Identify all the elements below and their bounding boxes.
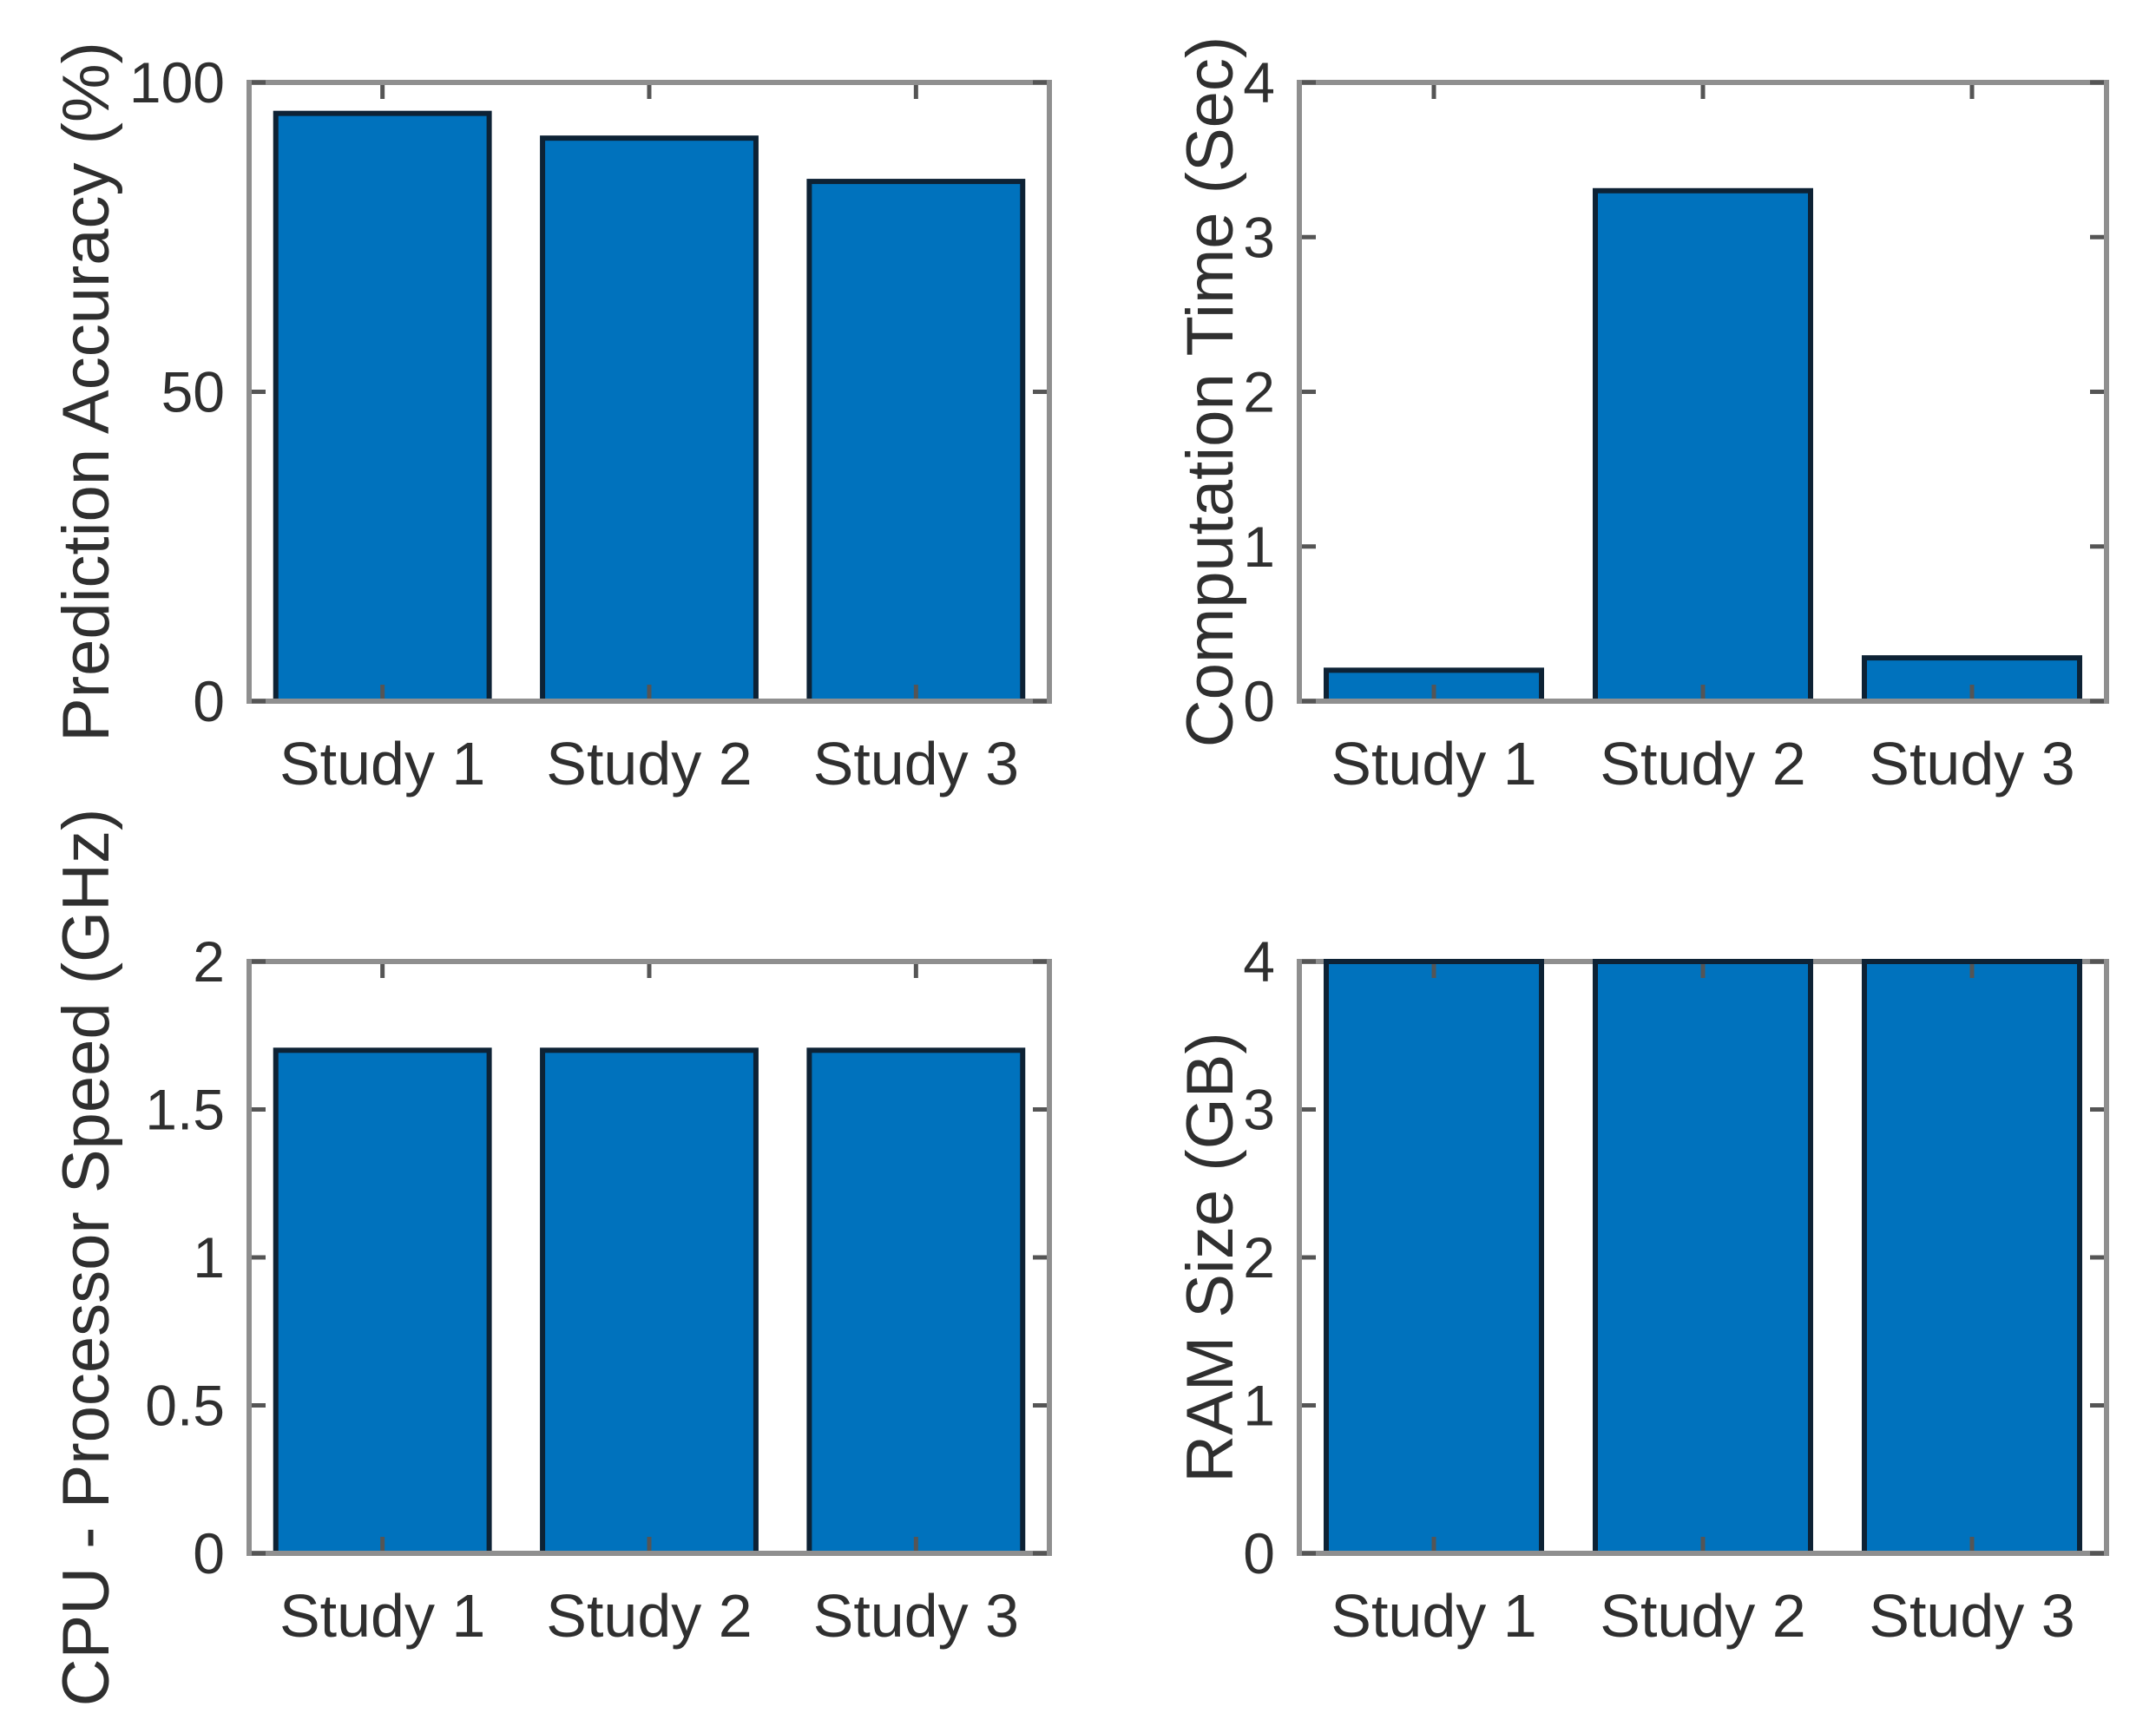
x-tick-label: Study 3 (813, 730, 1019, 797)
x-tick-label: Study 3 (813, 1582, 1019, 1650)
bar-study-3 (806, 1047, 1026, 1557)
y-axis-label: CPU - Processor Speed (GHz) (49, 809, 123, 1707)
y-tick-label: 0 (193, 1521, 225, 1585)
y-tick-label: 4 (1243, 929, 1275, 994)
bar-study-2 (540, 135, 759, 705)
x-tick-label: Study 3 (1869, 730, 2074, 797)
y-axis-label: RAM Size (GB) (1173, 1032, 1247, 1482)
bar-study-1 (273, 1047, 492, 1557)
chart-cell-top-left: 0 50 100 Study 1 Study 2 Study 3 Prediction Ac… (0, 0, 1078, 856)
y-tick-label: 3 (1243, 205, 1275, 269)
chart-ram-size: 0 1 2 3 4 Study 1 Study 2 Study 3 RAM Size (GB) (1173, 929, 2109, 1650)
chart-cpu-speed: 0 0.5 1 1.5 2 Study 1 Study 2 Study 3 CPU - Proc… (49, 809, 1052, 1706)
y-tick-label: 0 (1243, 669, 1275, 733)
y-tick-label: 1 (193, 1225, 225, 1290)
y-tick-label: 0 (1243, 1521, 1275, 1585)
x-tick-label: Study 2 (1600, 1582, 1805, 1650)
bar-study-1 (273, 110, 492, 704)
y-tick-label: 4 (1243, 50, 1275, 115)
x-tick-label: Study 1 (1331, 730, 1536, 797)
x-tick-label: Study 3 (1869, 1582, 2074, 1650)
y-tick-label: 0.5 (145, 1374, 225, 1438)
y-tick-label: 2 (193, 929, 225, 994)
bar-study-3 (1862, 959, 2082, 1556)
chart-cell-bottom-right: 0 1 2 3 4 Study 1 Study 2 Study 3 RAM Size (GB) (1078, 856, 2156, 1713)
chart-prediction-accuracy: 0 50 100 Study 1 Study 2 Study 3 Prediction Ac… (49, 42, 1052, 797)
y-tick-label: 2 (1243, 360, 1275, 424)
x-tick-label: Study 1 (1331, 1582, 1536, 1650)
x-tick-label: Study 1 (279, 730, 485, 797)
y-tick-label: 0 (193, 669, 225, 733)
x-tick-label: Study 2 (546, 730, 752, 797)
y-tick-label: 1.5 (145, 1078, 225, 1142)
bar-study-2 (1593, 187, 1813, 704)
x-tick-label: Study 2 (1600, 730, 1805, 797)
y-axis-label: Prediction Accuracy (%) (49, 42, 123, 742)
bar-study-1 (1324, 959, 1544, 1556)
x-tick-label: Study 2 (546, 1582, 752, 1650)
x-tick-label: Study 1 (279, 1582, 485, 1650)
bar-study-3 (806, 179, 1026, 704)
y-tick-label: 50 (161, 360, 225, 424)
y-tick-label: 1 (1243, 515, 1275, 579)
bar-study-2 (1593, 959, 1813, 1556)
y-tick-label: 100 (129, 50, 225, 115)
chart-cell-top-right: 0 1 2 3 4 Study 1 Study 2 Study 3 Computation Ti… (1078, 0, 2156, 856)
y-tick-label: 2 (1243, 1225, 1275, 1290)
y-tick-label: 1 (1243, 1374, 1275, 1438)
chart-computation-time: 0 1 2 3 4 Study 1 Study 2 Study 3 Computation Ti… (1173, 36, 2109, 797)
y-axis-label: Computation Time (Sec) (1173, 36, 1247, 747)
bar-study-2 (540, 1047, 759, 1557)
chart-cell-bottom-left: 0 0.5 1 1.5 2 Study 1 Study 2 Study 3 CPU - Proc… (0, 809, 1078, 1713)
y-tick-label: 3 (1243, 1078, 1275, 1142)
